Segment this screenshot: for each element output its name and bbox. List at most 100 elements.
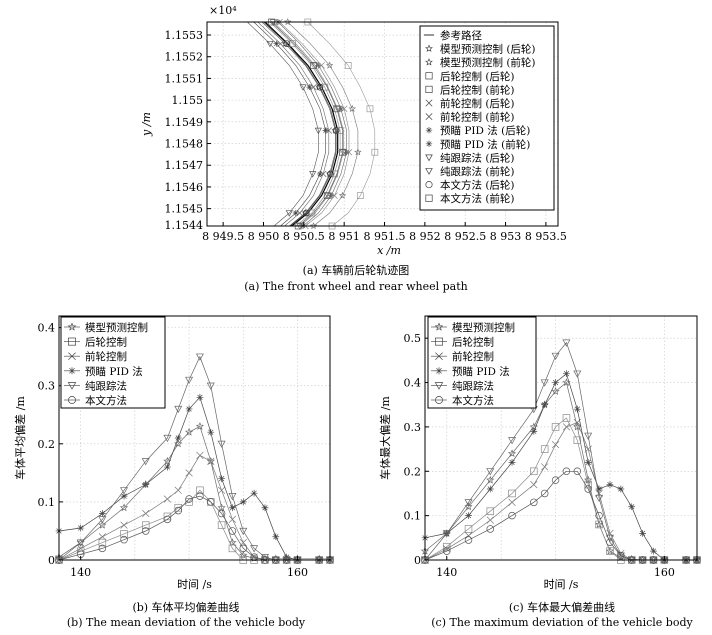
series-marker [306,84,313,91]
series-marker [333,105,341,113]
series-line-8 [277,21,347,227]
series-marker [442,530,451,538]
series-marker [464,499,473,507]
grid [425,316,697,561]
series-marker [486,475,495,484]
series-marker [508,459,516,466]
legend-marker [425,99,433,107]
series-marker [76,539,85,547]
series-marker [464,525,473,533]
series-line-0 [264,21,339,227]
legend-label: 模型预测控制 [452,321,515,334]
series-marker [323,192,331,199]
x-axis-label: 时间 /s [544,578,579,591]
series-marker [174,486,182,494]
y-axis-label: 车体最大偏差 /m [378,396,392,480]
series-marker [174,434,182,442]
series-marker [206,382,215,390]
y-tick-label: 0.2 [404,465,422,478]
series-line-1 [261,21,336,227]
series-line-6 [279,21,350,227]
x-tick-label: 140 [70,566,91,579]
series-marker [185,405,193,413]
series-marker [185,498,193,506]
legend-label: 参考路径 [440,29,482,42]
legend-marker [434,322,444,331]
series-marker [207,498,215,506]
series-marker [464,536,473,544]
series-group [54,353,335,565]
series-line-4 [307,21,376,227]
x-tick-label: 8 950.5 [283,230,325,243]
legend-label: 后轮控制 (后轮) [440,70,515,83]
series-line-3 [269,21,341,227]
series-marker [229,504,236,512]
legend-label: 模型预测控制 (后轮) [440,43,536,56]
legend-marker [425,168,433,175]
series-marker [443,547,451,555]
series-marker [344,62,352,69]
legend-marker [435,352,443,361]
series-marker [98,544,107,553]
series-marker [76,547,85,556]
legend-marker [425,85,433,93]
series-marker [551,441,560,449]
series-marker [120,521,128,529]
series-marker [315,62,322,69]
x-tick-label: 8 951 [328,230,360,243]
legend-label: 后轮控制 [85,336,127,349]
y-tick-label: 0.1 [404,510,422,523]
series-marker [196,393,204,401]
series-marker [217,486,226,494]
series-marker [77,524,85,532]
caption-cn: (c) 车体最大偏差曲线 [509,600,615,614]
series-marker [250,545,259,553]
series-marker [551,352,560,361]
legend-marker [425,72,433,80]
x-tick-label: 8 953.5 [525,230,567,243]
series-marker [551,387,560,395]
series-marker [195,422,205,430]
series-marker [272,533,280,541]
series-marker [228,527,237,535]
series-marker [250,489,258,497]
series-marker [530,427,538,435]
x-tick-label: 160 [287,566,308,579]
series-marker [163,434,172,443]
legend-label: 后轮控制 [452,336,494,349]
series-marker [530,498,538,507]
series-marker [174,405,183,414]
y-tick-label: 0.3 [404,421,422,434]
legend-marker [435,367,443,375]
x-axis-label: 时间 /s [177,578,212,591]
series-marker [328,192,335,199]
x-tick-label: 8 952.5 [444,230,486,243]
series-marker [217,440,226,448]
series-marker [605,546,615,555]
caption-en: (a) The front wheel and rear wheel path [244,280,467,293]
series-marker [606,481,614,488]
series-marker [540,445,549,453]
legend-label: 纯跟踪法 [452,379,494,392]
series-marker [325,61,334,69]
legend-label: 预瞄 PID 法 (前轮) [440,138,530,151]
legend-label: 本文方法 (后轮) [440,179,515,192]
series-marker [541,463,549,471]
legend-label: 本文方法 (前轮) [440,192,515,205]
series-marker [292,209,299,216]
series-line-11 [263,21,337,227]
series-marker [119,503,129,512]
y-tick-label: 1.155 [172,94,204,107]
legend-label: 模型预测控制 (前轮) [440,56,536,69]
series-marker [486,516,494,524]
series-marker [639,529,646,537]
series-marker [356,192,364,199]
series-marker [266,40,274,48]
series-marker [562,467,571,476]
series-marker [606,538,614,547]
series-marker [239,544,248,553]
series-marker [239,527,248,536]
series-marker [141,521,150,529]
series-marker [325,127,333,134]
